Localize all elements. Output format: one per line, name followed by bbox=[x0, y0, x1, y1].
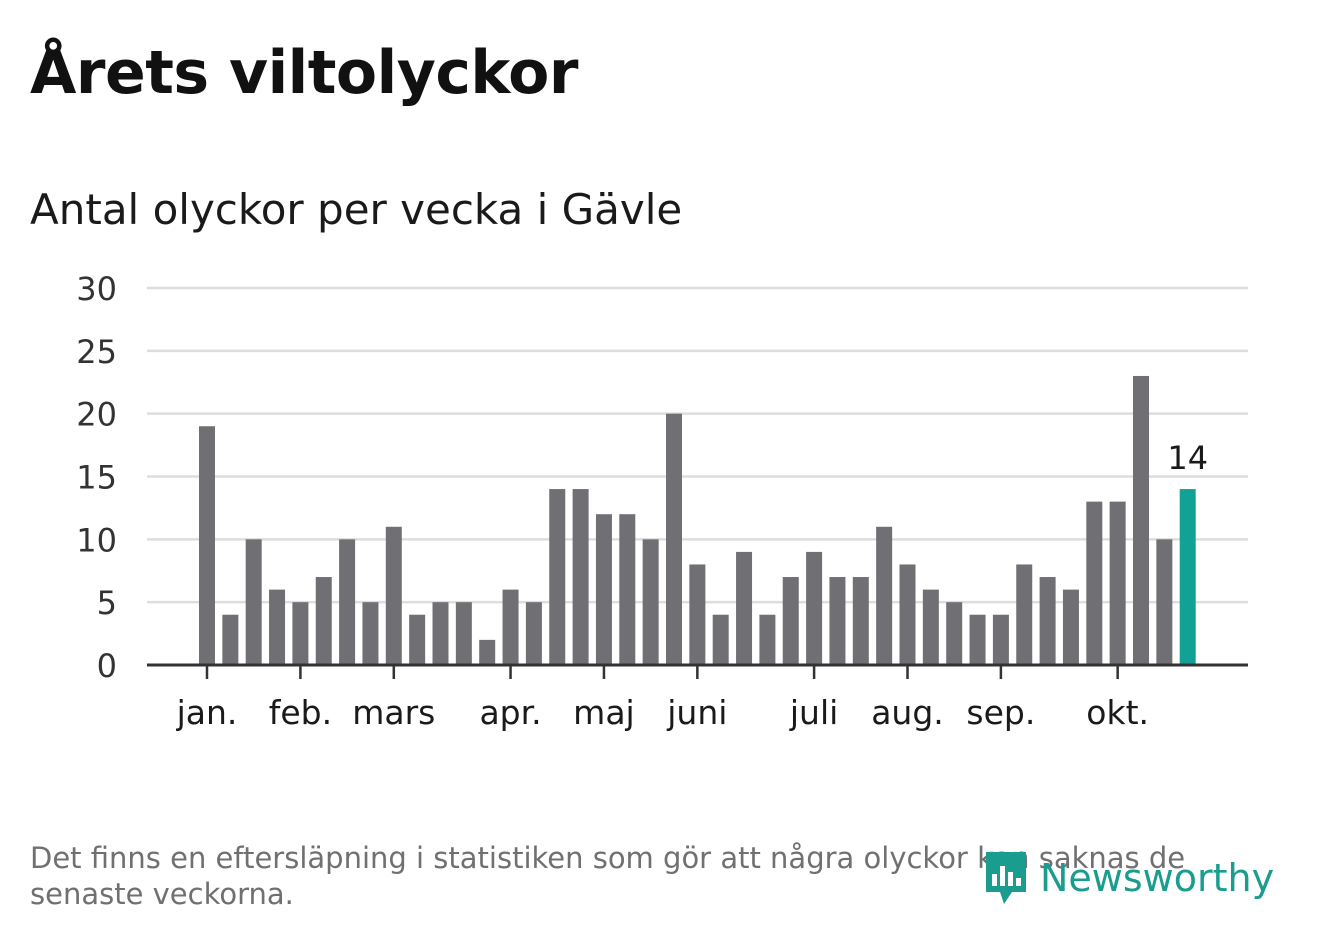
x-tick-label: jan. bbox=[176, 693, 238, 732]
x-tick-label: okt. bbox=[1086, 693, 1149, 732]
chart-title: Årets viltolyckor bbox=[30, 38, 579, 108]
bar bbox=[736, 551, 753, 665]
bar bbox=[1016, 564, 1033, 665]
bar bbox=[642, 539, 659, 665]
highlight-value-label: 14 bbox=[1167, 439, 1208, 477]
x-tick-label: aug. bbox=[871, 693, 944, 732]
bar bbox=[502, 589, 519, 665]
y-tick-label: 10 bbox=[76, 521, 117, 559]
bar bbox=[946, 602, 963, 665]
bar bbox=[1086, 501, 1103, 665]
bar bbox=[409, 614, 426, 665]
y-tick-label: 20 bbox=[76, 396, 117, 434]
y-tick-label: 15 bbox=[76, 459, 117, 497]
x-tick-label: sep. bbox=[966, 693, 1035, 732]
bar bbox=[619, 514, 636, 665]
bar bbox=[572, 489, 589, 665]
x-tick-label: mars bbox=[352, 693, 435, 732]
bar bbox=[712, 614, 729, 665]
bar bbox=[292, 602, 309, 665]
bar bbox=[362, 602, 379, 665]
bar bbox=[199, 426, 215, 665]
bar bbox=[899, 564, 916, 665]
bar bbox=[1133, 375, 1149, 665]
bar bbox=[1039, 577, 1056, 665]
bar bbox=[829, 577, 846, 665]
bar bbox=[385, 526, 402, 665]
bar bbox=[806, 551, 823, 665]
bar bbox=[992, 614, 1009, 665]
y-tick-label: 25 bbox=[76, 333, 117, 371]
bar bbox=[922, 589, 939, 665]
bar bbox=[666, 413, 682, 665]
y-tick-label: 30 bbox=[76, 270, 117, 308]
x-tick-label: juli bbox=[789, 693, 838, 732]
logo-text: Newsworthy bbox=[1040, 856, 1275, 900]
bar bbox=[1109, 501, 1126, 665]
bar bbox=[782, 577, 799, 665]
bar bbox=[339, 539, 356, 665]
bar bbox=[1062, 589, 1079, 665]
bar bbox=[222, 614, 239, 665]
bar bbox=[525, 602, 542, 665]
bar bbox=[852, 577, 869, 665]
y-tick-label: 5 bbox=[97, 584, 117, 622]
bar bbox=[432, 602, 449, 665]
y-tick-label: 0 bbox=[97, 647, 117, 685]
bar bbox=[689, 564, 706, 665]
highlight-bar bbox=[1179, 489, 1196, 665]
chart-bubble-icon bbox=[986, 852, 1026, 904]
bar bbox=[969, 614, 986, 665]
x-tick-label: maj bbox=[573, 693, 635, 732]
bar bbox=[479, 639, 496, 665]
bar bbox=[245, 539, 262, 665]
chart-subtitle: Antal olyckor per vecka i Gävle bbox=[30, 185, 683, 234]
x-tick-label: feb. bbox=[269, 693, 332, 732]
x-tick-label: juni bbox=[666, 693, 727, 732]
newsworthy-logo: Newsworthy bbox=[982, 848, 1274, 908]
bar bbox=[595, 514, 612, 665]
bar bbox=[315, 577, 332, 665]
bar bbox=[876, 526, 893, 665]
bar bbox=[549, 489, 566, 665]
x-tick-label: apr. bbox=[479, 693, 541, 732]
bar bbox=[455, 602, 472, 665]
bar bbox=[759, 614, 776, 665]
bar bbox=[1156, 539, 1173, 665]
bar bbox=[269, 589, 286, 665]
